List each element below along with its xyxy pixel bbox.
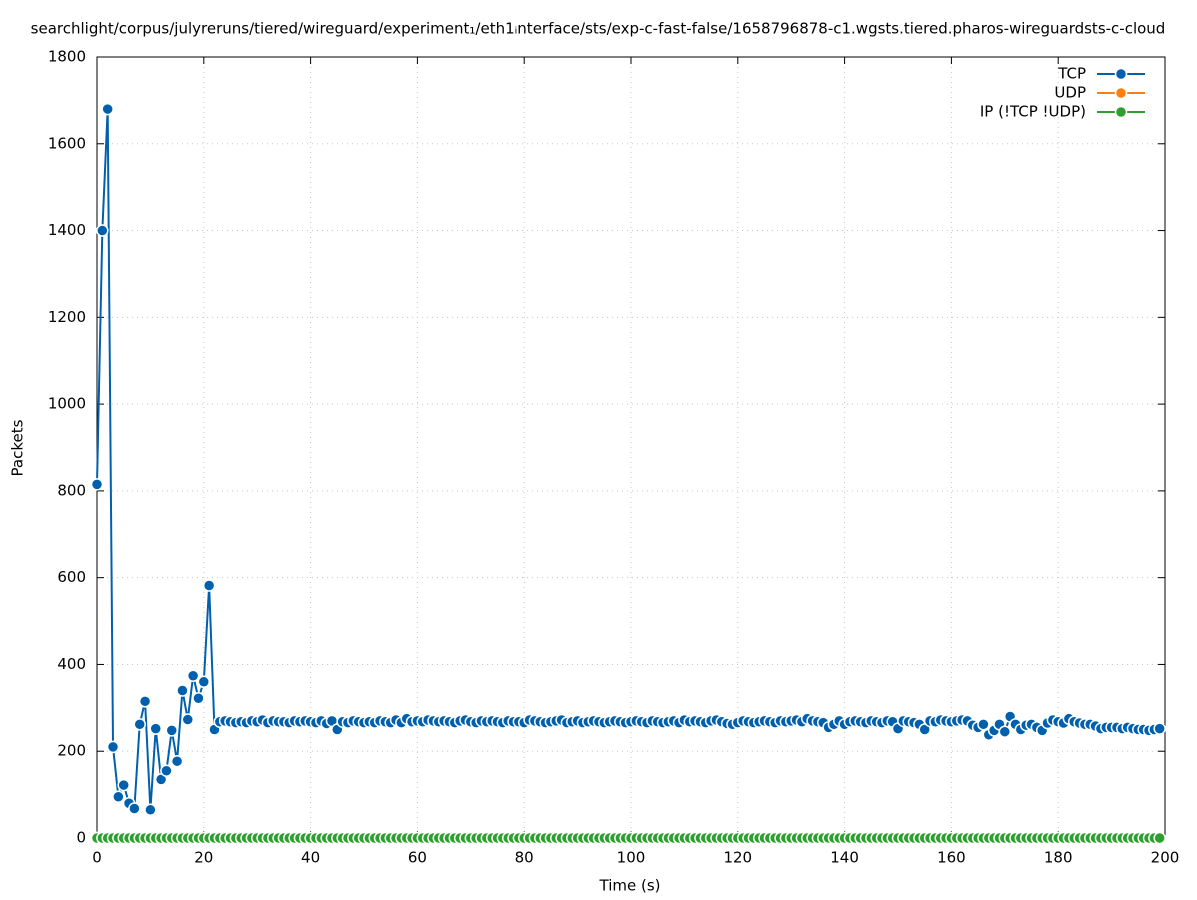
data-point	[149, 722, 162, 735]
x-tick-label: 200	[1151, 849, 1180, 867]
data-point	[117, 778, 130, 792]
series-line	[96, 109, 1160, 811]
y-tick-label: 200	[57, 742, 86, 760]
data-point	[998, 725, 1012, 738]
legend-label: TCP	[1057, 65, 1086, 83]
data-point	[197, 675, 211, 689]
y-tick-label: 0	[76, 829, 86, 847]
legend-label: UDP	[1054, 84, 1086, 102]
x-tick-label: 120	[723, 849, 752, 867]
data-point	[170, 754, 184, 768]
y-tick-label: 600	[57, 568, 86, 586]
data-point	[977, 718, 990, 731]
legend-swatch	[1114, 67, 1128, 81]
data-point	[202, 579, 216, 592]
x-tick-label: 20	[194, 849, 213, 867]
data-point	[176, 684, 189, 697]
data-point	[128, 802, 141, 815]
y-tick-label: 1800	[48, 48, 86, 66]
data-point	[160, 764, 173, 777]
y-tick-label: 1400	[48, 221, 86, 239]
data-point	[186, 669, 200, 682]
y-tick-label: 1200	[48, 308, 86, 326]
data-point	[1153, 722, 1166, 735]
data-point	[90, 478, 104, 491]
x-tick-label: 180	[1044, 849, 1073, 867]
x-tick-label: 0	[92, 849, 102, 867]
data-point	[96, 224, 109, 237]
data-point	[112, 790, 125, 804]
data-point	[101, 102, 114, 116]
legend-swatch	[1114, 105, 1128, 119]
data-point	[192, 692, 205, 705]
y-tick-label: 800	[57, 481, 86, 499]
x-tick-label: 80	[515, 849, 534, 867]
data-point	[106, 740, 120, 754]
data-point	[138, 695, 152, 708]
y-tick-label: 1600	[48, 134, 86, 152]
x-tick-label: 60	[408, 849, 427, 867]
y-tick-label: 400	[57, 655, 86, 673]
y-tick-label: 1000	[48, 395, 86, 413]
data-point	[133, 718, 146, 731]
legend-label: IP (!TCP !UDP)	[980, 103, 1086, 121]
x-tick-label: 160	[937, 849, 966, 867]
x-tick-label: 140	[830, 849, 859, 867]
x-tick-label: 100	[617, 849, 646, 867]
x-axis-label: Time (s)	[599, 877, 661, 895]
data-point	[144, 803, 157, 817]
y-axis-label: Packets	[9, 419, 27, 476]
chart-title: searchlight/corpus/julyreruns/tiered/wir…	[31, 20, 1166, 38]
data-point	[1153, 831, 1166, 845]
x-tick-label: 40	[301, 849, 320, 867]
data-point	[165, 724, 179, 737]
data-point	[181, 713, 195, 726]
legend-swatch	[1114, 86, 1128, 100]
